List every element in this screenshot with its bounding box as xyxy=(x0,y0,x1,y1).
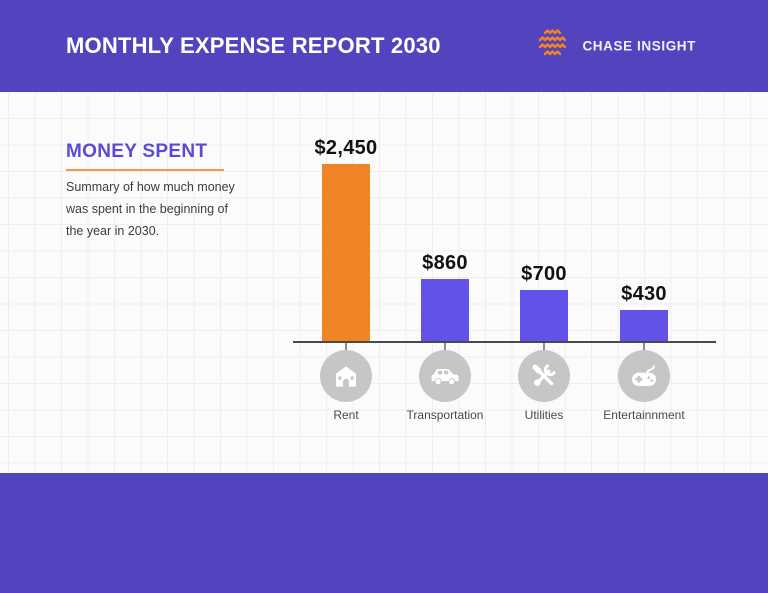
axis-tick xyxy=(444,343,446,350)
bar-value-label: $860 xyxy=(422,252,468,274)
bar-value-label: $700 xyxy=(521,263,567,285)
bar-category-label: Entertainnment xyxy=(603,408,685,422)
waves-logo-icon xyxy=(538,29,572,64)
section-title: MONEY SPENT xyxy=(66,141,208,162)
section-title-underline xyxy=(66,169,224,171)
header-band: MONTHLY EXPENSE REPORT 2030 CHASE INSIGH… xyxy=(0,0,768,92)
axis-tick xyxy=(543,343,545,350)
bar xyxy=(520,290,568,341)
bar-column: $430 Entertainnment xyxy=(584,120,704,425)
footer-band: Contact Details A:985 Charlies Street, S… xyxy=(0,473,768,593)
bar-category-label: Transportation xyxy=(406,408,484,422)
section-description-line: the year in 2030. xyxy=(66,224,160,238)
page-title: MONTHLY EXPENSE REPORT 2030 xyxy=(66,33,441,58)
bar-column: $700 Utilities xyxy=(484,120,604,425)
section-description-line: was spent in the beginning of xyxy=(66,202,228,216)
bar-category-label: Rent xyxy=(333,408,359,422)
bar xyxy=(620,310,668,341)
bar xyxy=(421,279,469,341)
bar-column: $2,450 Rent xyxy=(286,120,406,425)
bar-column: $860 Transportation xyxy=(385,120,505,425)
section-description: Summary of how much money was spent in t… xyxy=(66,176,246,242)
tools-icon xyxy=(518,350,570,402)
axis-tick xyxy=(643,343,645,350)
bar-value-label: $2,450 xyxy=(314,137,378,159)
section-description-line: Summary of how much money xyxy=(66,180,235,194)
brand-logo: CHASE INSIGHT xyxy=(538,29,696,64)
brand-name: CHASE INSIGHT xyxy=(582,38,696,54)
game-controller-icon xyxy=(618,350,670,402)
car-icon xyxy=(419,350,471,402)
bar-value-label: $430 xyxy=(621,283,667,305)
house-icon xyxy=(320,350,372,402)
x-axis-line xyxy=(293,341,716,343)
bar-category-label: Utilities xyxy=(524,408,564,422)
axis-tick xyxy=(345,343,347,350)
bar xyxy=(322,164,370,341)
